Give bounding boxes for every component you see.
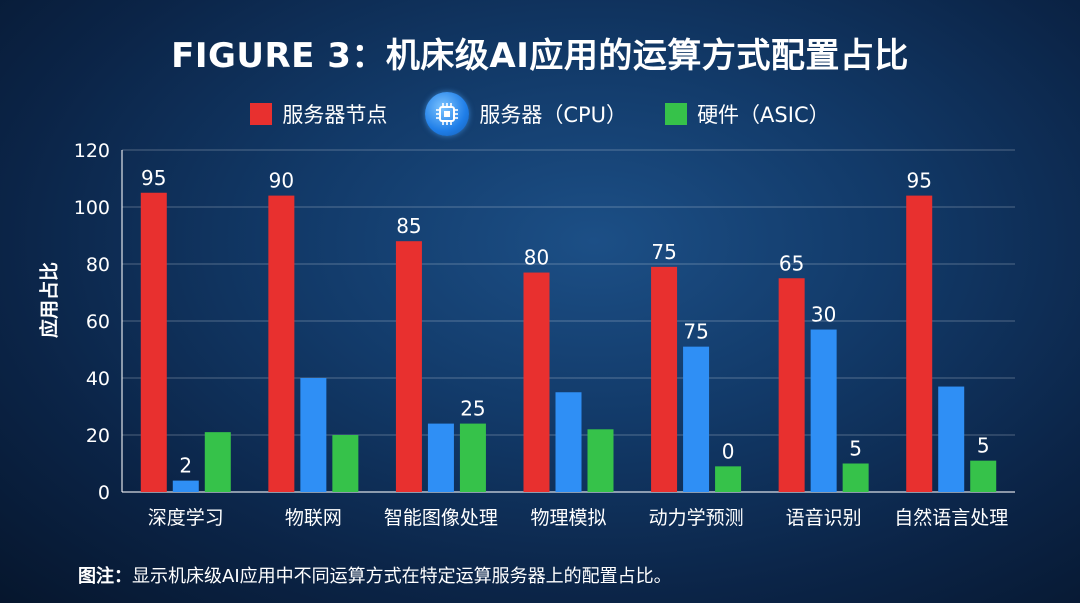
bar: [842, 463, 869, 492]
data-label: 90: [269, 169, 294, 193]
x-tick-label: 智能图像处理: [384, 507, 498, 529]
bar: [172, 480, 199, 492]
green-square-icon: [665, 103, 688, 125]
x-tick-label: 物联网: [285, 507, 342, 529]
data-label: 5: [977, 434, 990, 458]
bar: [332, 435, 359, 492]
legend-label: 硬件（ASIC）: [697, 103, 830, 127]
legend-item-cpu: 服务器（CPU）: [425, 92, 627, 136]
bar: [268, 195, 295, 492]
legend-item-server-node: 服务器节点: [250, 99, 387, 129]
bar: [938, 386, 965, 492]
red-square-icon: [250, 103, 273, 125]
y-tick-label: 80: [86, 254, 110, 276]
data-label: 5: [849, 437, 862, 461]
x-tick-label: 语音识别: [786, 507, 862, 529]
data-label: 75: [683, 320, 708, 344]
x-tick-label: 动力学预测: [649, 507, 744, 529]
bar: [140, 192, 167, 492]
bar: [651, 266, 678, 492]
bar: [970, 460, 997, 492]
legend: 服务器节点 服务器（CPU） 硬件（ASIC）: [0, 92, 1080, 136]
bar: [427, 423, 454, 492]
data-label: 25: [460, 397, 485, 421]
bar: [395, 241, 422, 492]
y-tick-label: 60: [86, 311, 110, 333]
bar: [906, 195, 933, 492]
bar: [300, 378, 327, 492]
y-tick-label: 0: [98, 482, 110, 504]
bar: [810, 329, 837, 492]
y-tick-label: 20: [86, 425, 110, 447]
chart-title: FIGURE 3：机床级AI应用的运算方式配置占比: [171, 36, 909, 76]
bar: [587, 429, 614, 492]
bar: [459, 423, 486, 492]
y-tick-label: 120: [74, 140, 110, 162]
bar: [778, 278, 805, 492]
footnote: 图注：显示机床级AI应用中不同运算方式在特定运算服务器上的配置占比。: [78, 562, 672, 588]
data-label: 65: [779, 251, 804, 275]
x-tick-label: 物理模拟: [530, 507, 606, 529]
data-label: 85: [396, 214, 421, 238]
data-label: 75: [651, 240, 676, 264]
legend-item-asic: 硬件（ASIC）: [665, 99, 830, 129]
x-tick-label: 自然语言处理: [894, 507, 1008, 529]
legend-label: 服务器节点: [282, 103, 388, 127]
data-label: 95: [141, 166, 166, 190]
y-tick-label: 40: [86, 368, 110, 390]
bar: [683, 346, 710, 492]
x-tick-label: 深度学习: [148, 507, 224, 529]
footnote-text: 显示机床级AI应用中不同运算方式在特定运算服务器上的配置占比。: [132, 566, 672, 587]
data-label: 2: [179, 454, 192, 478]
y-tick-label: 100: [74, 197, 110, 219]
legend-label: 服务器（CPU）: [479, 103, 628, 127]
data-label: 30: [811, 303, 836, 327]
bar: [715, 466, 742, 492]
data-label: 95: [906, 169, 931, 193]
bar: [555, 392, 582, 492]
footnote-label: 图注：: [78, 566, 132, 587]
bar: [523, 272, 550, 492]
bar: [204, 432, 231, 492]
data-label: 80: [524, 246, 549, 270]
data-label: 0: [722, 439, 735, 463]
cpu-chip-icon: [425, 92, 470, 136]
